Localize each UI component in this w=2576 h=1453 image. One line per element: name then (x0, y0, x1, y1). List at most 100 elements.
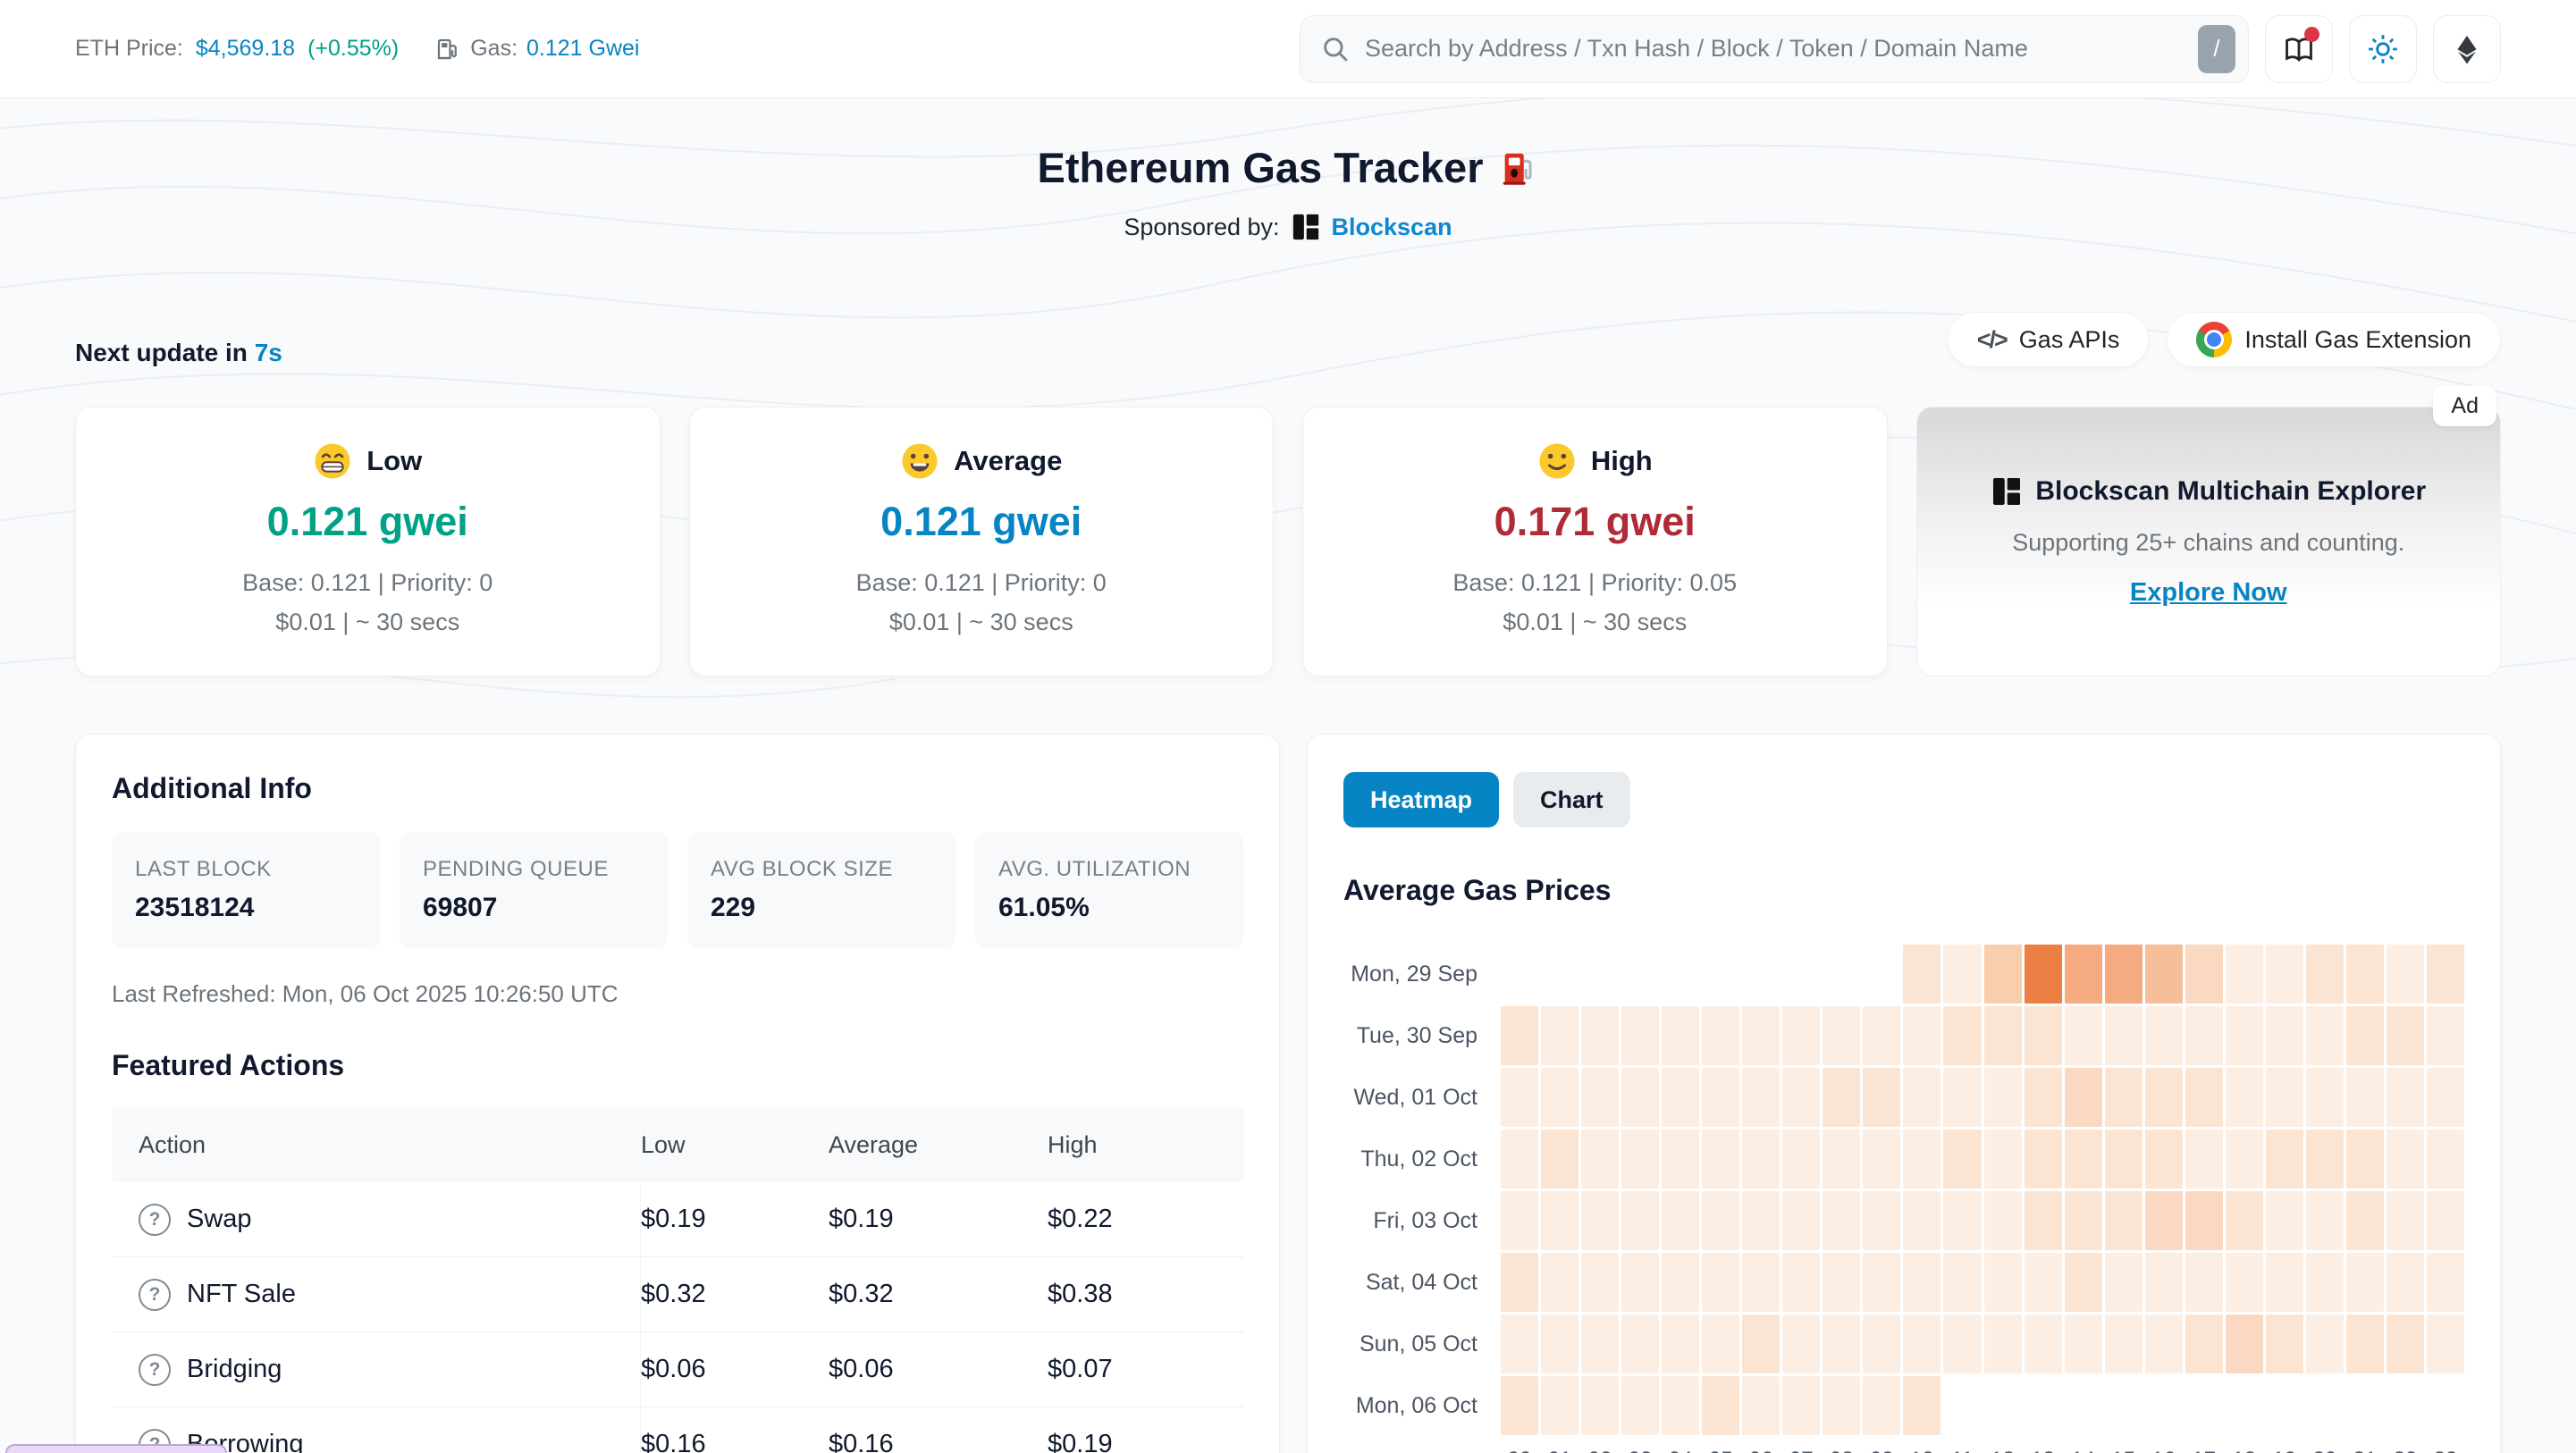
heatmap-cell[interactable] (1742, 1191, 1780, 1250)
heatmap-cell[interactable] (2265, 1191, 2303, 1250)
heatmap-cell[interactable] (2024, 1191, 2062, 1250)
heatmap-cell[interactable] (2426, 945, 2464, 1004)
heatmap-cell[interactable] (1662, 1006, 1700, 1065)
heatmap-cell[interactable] (2185, 1130, 2223, 1188)
heatmap-cell[interactable] (1903, 1191, 1941, 1250)
gas-value[interactable]: 0.121 Gwei (526, 36, 640, 61)
heatmap-cell[interactable] (2305, 1191, 2344, 1250)
heatmap-cell[interactable] (2305, 1006, 2344, 1065)
heatmap-cell[interactable] (1823, 1376, 1861, 1435)
heatmap-cell[interactable] (1742, 1376, 1780, 1435)
heatmap-cell[interactable] (1823, 1314, 1861, 1373)
heatmap-cell[interactable] (1702, 1191, 1740, 1250)
heatmap-cell[interactable] (1943, 1068, 1982, 1127)
heatmap-cell[interactable] (2144, 1253, 2183, 1312)
heatmap-cell[interactable] (1823, 1006, 1861, 1065)
heatmap-cell[interactable] (1943, 1130, 1982, 1188)
heatmap-cell[interactable] (1662, 1068, 1700, 1127)
heatmap-cell[interactable] (1621, 1376, 1660, 1435)
heatmap-cell[interactable] (1903, 1253, 1941, 1312)
heatmap-cell[interactable] (1702, 1376, 1740, 1435)
heatmap-cell[interactable] (2305, 1068, 2344, 1127)
heatmap-cell[interactable] (2305, 1314, 2344, 1373)
heatmap-cell[interactable] (1621, 1314, 1660, 1373)
heatmap-cell[interactable] (2024, 1130, 2062, 1188)
heatmap-cell[interactable] (1863, 1376, 1901, 1435)
heatmap-cell[interactable] (1943, 1191, 1982, 1250)
heatmap-cell[interactable] (2345, 1253, 2384, 1312)
heatmap-cell[interactable] (1782, 1376, 1821, 1435)
heatmap-cell[interactable] (1943, 1006, 1982, 1065)
heatmap-cell[interactable] (1863, 1068, 1901, 1127)
heatmap-cell[interactable] (1541, 1253, 1579, 1312)
heatmap-cell[interactable] (2104, 1130, 2142, 1188)
heatmap-cell[interactable] (1742, 1068, 1780, 1127)
heatmap-cell[interactable] (2345, 945, 2384, 1004)
explore-now-link[interactable]: Explore Now (2129, 578, 2287, 607)
heatmap-cell[interactable] (1983, 1191, 2022, 1250)
heatmap-cell[interactable] (1541, 1068, 1579, 1127)
heatmap-cell[interactable] (2104, 1068, 2142, 1127)
docs-button[interactable] (2265, 14, 2333, 83)
heatmap-cell[interactable] (1782, 1253, 1821, 1312)
heatmap-cell[interactable] (1621, 1253, 1660, 1312)
heatmap-cell[interactable] (2305, 1130, 2344, 1188)
heatmap-cell[interactable] (2104, 1006, 2142, 1065)
heatmap-cell[interactable] (1823, 1253, 1861, 1312)
heatmap-cell[interactable] (2185, 1253, 2223, 1312)
sponsor-link[interactable]: Blockscan (1331, 213, 1452, 240)
heatmap-cell[interactable] (1621, 1130, 1660, 1188)
heatmap-cell[interactable] (2386, 945, 2424, 1004)
heatmap-cell[interactable] (1823, 1191, 1861, 1250)
heatmap-cell[interactable] (2345, 1006, 2384, 1065)
heatmap-cell[interactable] (1702, 1068, 1740, 1127)
heatmap-cell[interactable] (1662, 1130, 1700, 1188)
heatmap-cell[interactable] (1903, 1376, 1941, 1435)
heatmap-cell[interactable] (1903, 1068, 1941, 1127)
heatmap-cell[interactable] (2064, 1006, 2102, 1065)
help-icon[interactable]: ? (139, 1203, 171, 1236)
heatmap-cell[interactable] (2386, 1130, 2424, 1188)
heatmap-cell[interactable] (1943, 1314, 1982, 1373)
heatmap-cell[interactable] (1621, 1068, 1660, 1127)
heatmap-cell[interactable] (1541, 1006, 1579, 1065)
heatmap-cell[interactable] (1782, 1314, 1821, 1373)
heatmap-cell[interactable] (2024, 1314, 2062, 1373)
heatmap-cell[interactable] (2104, 1314, 2142, 1373)
heatmap-cell[interactable] (2064, 1314, 2102, 1373)
heatmap-cell[interactable] (2386, 1068, 2424, 1127)
heatmap-cell[interactable] (1903, 1006, 1941, 1065)
heatmap-cell[interactable] (2024, 1006, 2062, 1065)
heatmap-cell[interactable] (1742, 1253, 1780, 1312)
heatmap-cell[interactable] (1863, 1006, 1901, 1065)
heatmap-cell[interactable] (2104, 1253, 2142, 1312)
heatmap-cell[interactable] (1742, 1130, 1780, 1188)
heatmap-cell[interactable] (2265, 1314, 2303, 1373)
heatmap-cell[interactable] (1742, 1006, 1780, 1065)
heatmap-cell[interactable] (1782, 1006, 1821, 1065)
heatmap-cell[interactable] (1501, 1191, 1539, 1250)
search-input[interactable] (1365, 35, 2184, 63)
heatmap-cell[interactable] (2104, 945, 2142, 1004)
heatmap-cell[interactable] (1823, 1130, 1861, 1188)
heatmap-cell[interactable] (2024, 1253, 2062, 1312)
heatmap-cell[interactable] (2225, 1130, 2263, 1188)
heatmap-cell[interactable] (2426, 1068, 2464, 1127)
help-icon[interactable]: ? (139, 1278, 171, 1311)
heatmap-cell[interactable] (1501, 1130, 1539, 1188)
heatmap-cell[interactable] (1983, 1068, 2022, 1127)
search-bar[interactable]: / (1300, 14, 2249, 83)
heatmap-cell[interactable] (2185, 945, 2223, 1004)
heatmap-cell[interactable] (2064, 1191, 2102, 1250)
heatmap-cell[interactable] (2225, 1314, 2263, 1373)
heatmap-cell[interactable] (2225, 945, 2263, 1004)
heatmap-cell[interactable] (2144, 1191, 2183, 1250)
heatmap-cell[interactable] (1501, 1376, 1539, 1435)
heatmap-cell[interactable] (2386, 1253, 2424, 1312)
heatmap-cell[interactable] (2064, 1068, 2102, 1127)
heatmap-cell[interactable] (2104, 1191, 2142, 1250)
heatmap-cell[interactable] (1983, 1006, 2022, 1065)
heatmap-cell[interactable] (1662, 1253, 1700, 1312)
heatmap-cell[interactable] (2345, 1314, 2384, 1373)
heatmap-cell[interactable] (2144, 1130, 2183, 1188)
